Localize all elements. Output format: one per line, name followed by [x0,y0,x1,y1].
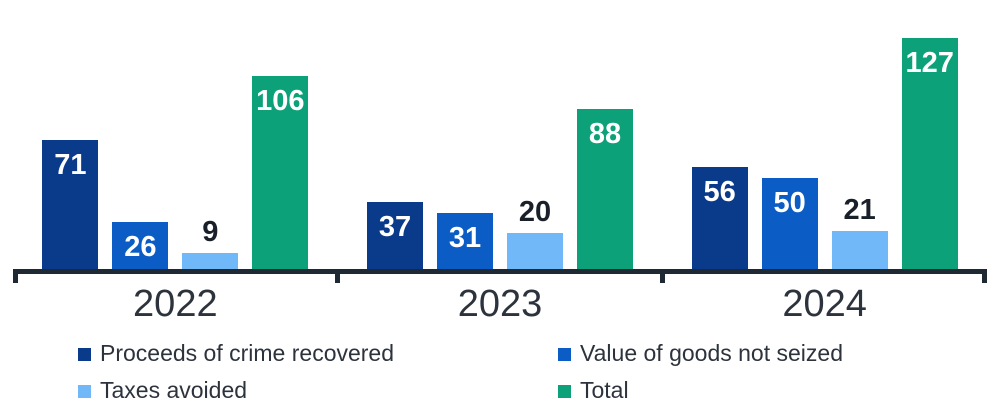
bar-value-label: 56 [703,176,736,208]
x-axis-label-2022: 2022 [133,283,218,325]
bar-2022-taxes-avoided: 9 [182,218,239,269]
x-axis-label-2023: 2023 [457,283,543,325]
legend-item-taxes-avoided: Taxes avoided [78,377,247,403]
x-axis-tick [335,269,341,283]
bar-value-label: 9 [202,216,219,248]
bar-2023-total: 88 [576,109,633,269]
bar-2023-taxes-avoided: 20 [506,198,563,269]
legend-swatch-taxes-avoided [78,385,91,399]
bar-2023-proceeds-of-crime-recovered: 37 [366,202,423,269]
bar-2022-total: 106 [252,76,309,269]
legend-label: Value of goods not seized [580,340,843,366]
legend-label: Total [580,377,629,403]
bar-2024-proceeds-of-crime-recovered: 56 [691,167,748,269]
bar-value-label: 31 [448,222,482,254]
bar-2023-value-of-goods-not-seized: 31 [436,213,493,269]
bar-value-label: 37 [378,211,412,243]
legend-item-value-of-goods-not-seized: Value of goods not seized [558,340,843,366]
legend-swatch-total [558,385,571,399]
legend-item-proceeds-of-crime-recovered: Proceeds of crime recovered [78,340,394,366]
legend-item-total: Total [558,377,629,403]
bar-2022-proceeds-of-crime-recovered: 71 [42,140,99,269]
bar-2024-value-of-goods-not-seized: 50 [761,178,818,269]
bar-value-label: 50 [773,187,806,219]
legend-swatch-proceeds-of-crime-recovered [78,348,91,362]
legend-swatch-value-of-goods-not-seized [558,348,571,362]
bar-group-2023: 37 31 20 88 [338,0,663,269]
x-axis-tick [13,269,18,283]
bar-group-2022: 71 26 9 106 [13,0,338,269]
bar-value-label: 21 [843,194,876,226]
bar-2024-taxes-avoided: 21 [831,196,888,269]
bar-value-label: 106 [256,85,305,117]
legend-label: Taxes avoided [100,377,248,403]
x-axis-label-2024: 2024 [782,283,867,325]
plot-area: 71 26 9 106 37 31 20 88 56 50 21 127 [13,0,987,269]
bar-value-label: 127 [905,47,954,79]
bar-value-label: 88 [588,118,622,150]
x-axis-tick [659,269,665,283]
bar-group-2024: 56 50 21 127 [662,0,987,269]
bar-value-label: 71 [54,149,87,181]
bar-2022-value-of-goods-not-seized: 26 [112,222,169,269]
bar-value-label: 26 [124,231,157,263]
bar-2024-total: 127 [901,38,958,269]
x-axis-line [13,269,987,274]
bar-value-label: 20 [518,196,552,228]
x-axis-tick [982,269,987,283]
legend-label: Proceeds of crime recovered [100,340,395,366]
